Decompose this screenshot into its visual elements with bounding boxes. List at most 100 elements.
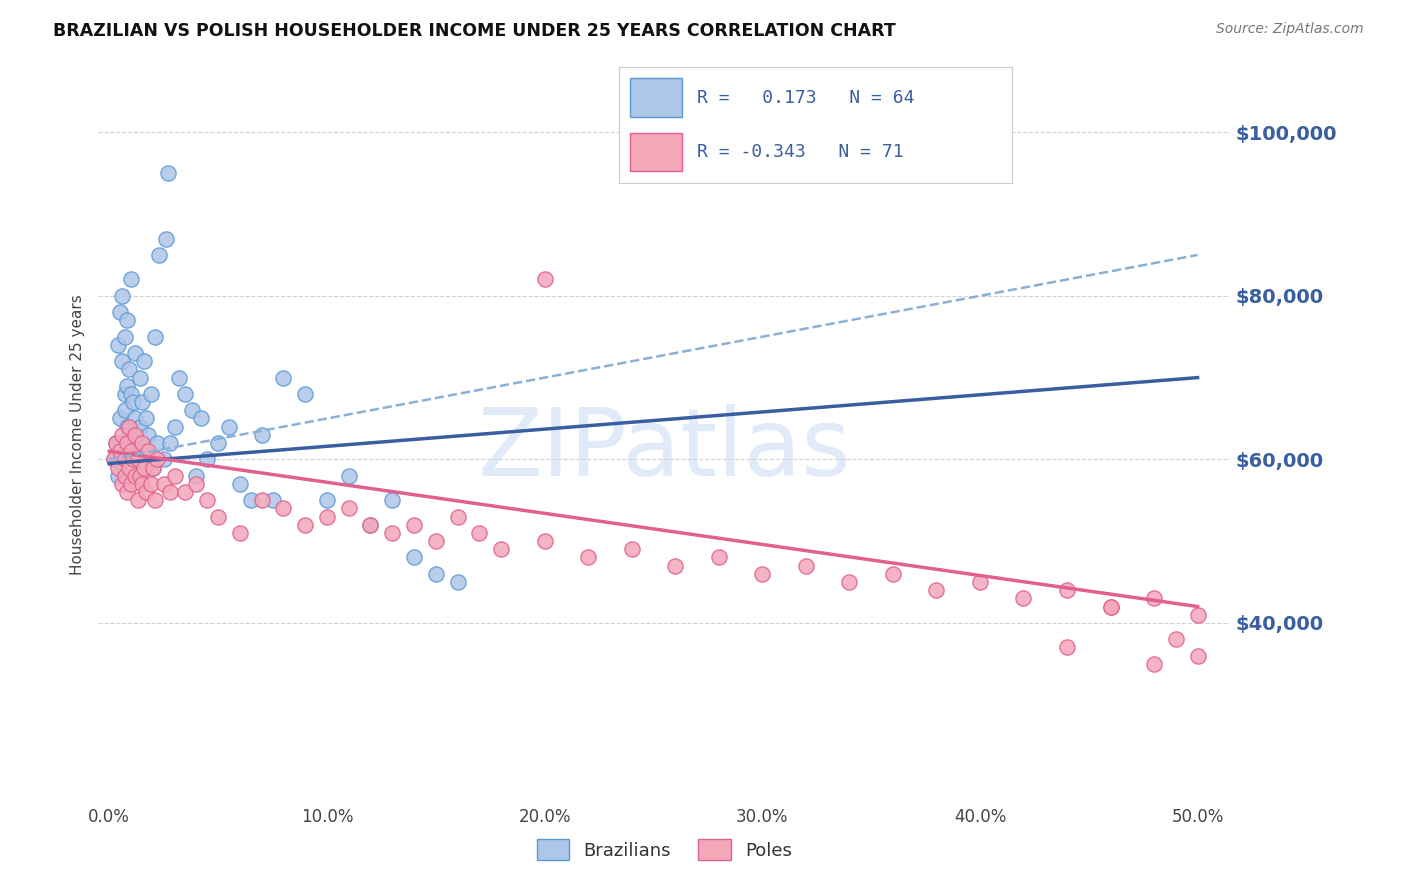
Point xyxy=(316,493,339,508)
Point xyxy=(115,378,138,392)
Point xyxy=(108,305,131,319)
Point xyxy=(337,501,360,516)
Point xyxy=(118,419,141,434)
Point xyxy=(134,354,156,368)
Point xyxy=(969,574,991,589)
Point xyxy=(250,493,273,508)
Point xyxy=(131,444,153,458)
Point xyxy=(120,444,142,458)
Point xyxy=(446,574,468,589)
Point xyxy=(128,468,150,483)
Point xyxy=(402,517,425,532)
Point xyxy=(190,411,212,425)
Point xyxy=(118,427,141,442)
Point xyxy=(124,411,146,425)
Point xyxy=(128,419,150,434)
Point xyxy=(273,501,295,516)
Point xyxy=(707,550,730,565)
Point xyxy=(115,436,138,450)
Point xyxy=(114,403,136,417)
Point xyxy=(114,329,136,343)
Point xyxy=(111,476,134,491)
Point xyxy=(127,452,149,467)
Point xyxy=(1164,632,1187,647)
Point xyxy=(111,427,134,442)
Point xyxy=(107,468,129,483)
Point xyxy=(195,452,218,467)
Point xyxy=(159,436,181,450)
Point xyxy=(135,485,157,500)
Point xyxy=(381,525,404,540)
Legend: Brazilians, Poles: Brazilians, Poles xyxy=(530,832,799,867)
Point xyxy=(1099,599,1122,614)
Point xyxy=(122,395,145,409)
Point xyxy=(174,387,197,401)
Point xyxy=(925,583,948,598)
Point xyxy=(139,387,162,401)
Point xyxy=(122,452,145,467)
Point xyxy=(142,460,165,475)
Point xyxy=(186,476,208,491)
Point xyxy=(1056,640,1078,655)
Point xyxy=(103,452,125,467)
Point xyxy=(104,436,127,450)
Point xyxy=(316,509,339,524)
Point xyxy=(1099,599,1122,614)
Point xyxy=(1143,657,1166,671)
Point xyxy=(107,338,129,352)
Point xyxy=(337,468,360,483)
Point xyxy=(134,460,156,475)
Point xyxy=(128,370,150,384)
Point xyxy=(163,419,186,434)
Point xyxy=(111,354,134,368)
Point xyxy=(146,452,169,467)
Point xyxy=(152,452,174,467)
Point xyxy=(294,387,316,401)
Point xyxy=(273,370,295,384)
Point xyxy=(114,468,136,483)
Text: ZIPatlas: ZIPatlas xyxy=(478,403,851,496)
Point xyxy=(135,411,157,425)
Bar xyxy=(630,133,682,171)
Point xyxy=(127,468,149,483)
Point xyxy=(146,436,169,450)
Point xyxy=(262,493,284,508)
Point xyxy=(1143,591,1166,606)
Point xyxy=(142,460,165,475)
Point xyxy=(446,509,468,524)
Point xyxy=(533,534,555,549)
Point xyxy=(108,411,131,425)
Point xyxy=(425,566,447,581)
Point xyxy=(425,534,447,549)
Point xyxy=(122,452,145,467)
Point xyxy=(229,525,252,540)
Point xyxy=(794,558,817,573)
Point xyxy=(120,444,142,458)
Point xyxy=(207,436,229,450)
Point xyxy=(124,427,146,442)
Point xyxy=(159,485,181,500)
Point xyxy=(111,289,134,303)
Y-axis label: Householder Income Under 25 years: Householder Income Under 25 years xyxy=(70,294,86,575)
Point xyxy=(751,566,773,581)
Text: Source: ZipAtlas.com: Source: ZipAtlas.com xyxy=(1216,22,1364,37)
Point xyxy=(250,427,273,442)
Point xyxy=(138,427,160,442)
Text: R =   0.173   N = 64: R = 0.173 N = 64 xyxy=(697,88,915,107)
Point xyxy=(118,460,141,475)
Point xyxy=(152,476,174,491)
Point xyxy=(115,485,138,500)
Point xyxy=(124,346,146,360)
Point xyxy=(229,476,252,491)
Point xyxy=(664,558,686,573)
Point xyxy=(139,476,162,491)
Point xyxy=(294,517,316,532)
Point xyxy=(107,460,129,475)
Point xyxy=(533,272,555,286)
Point xyxy=(134,460,156,475)
Point xyxy=(155,231,177,245)
Point xyxy=(143,493,166,508)
Point xyxy=(186,468,208,483)
Point xyxy=(360,517,382,532)
Point xyxy=(360,517,382,532)
